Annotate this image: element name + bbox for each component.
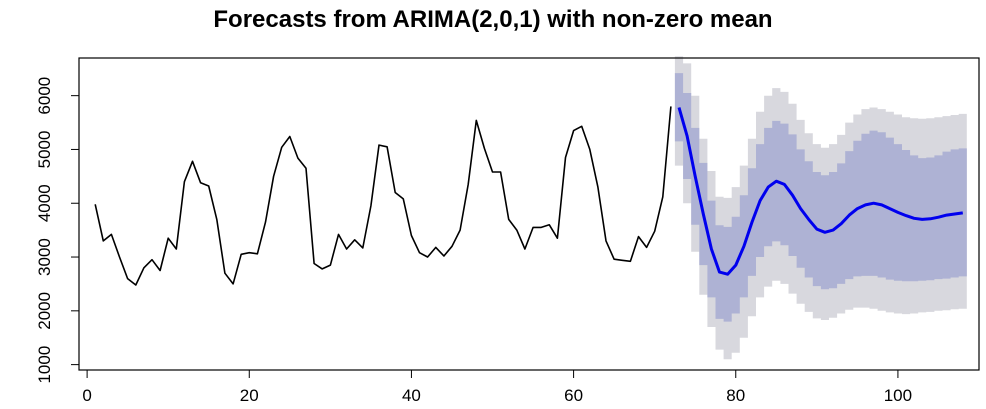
x-tick-label: 80: [726, 386, 745, 405]
series-lines: [94, 106, 964, 286]
plot-frame: [78, 57, 980, 371]
y-tick-label: 1000: [35, 346, 54, 384]
x-tick-label: 20: [240, 386, 259, 405]
y-tick-label: 4000: [35, 184, 54, 222]
forecast-intervals: [674, 56, 967, 360]
forecast-line: [677, 107, 964, 276]
x-tick-label: 60: [564, 386, 583, 405]
x-tick-label: 100: [884, 386, 912, 405]
x-tick-label: 0: [82, 386, 91, 405]
interval-80-band: [674, 73, 967, 322]
history-line: [94, 106, 672, 286]
y-tick-label: 6000: [35, 77, 54, 115]
x-tick-label: 40: [402, 386, 421, 405]
y-axis: 1000 2000 3000 4000 5000 6000: [35, 77, 79, 384]
x-axis: 0 20 40 60 80 100: [82, 370, 912, 405]
y-tick-label: 2000: [35, 292, 54, 330]
y-tick-label: 5000: [35, 131, 54, 169]
chart-title: Forecasts from ARIMA(2,0,1) with non-zer…: [213, 6, 773, 33]
y-tick-label: 3000: [35, 238, 54, 276]
